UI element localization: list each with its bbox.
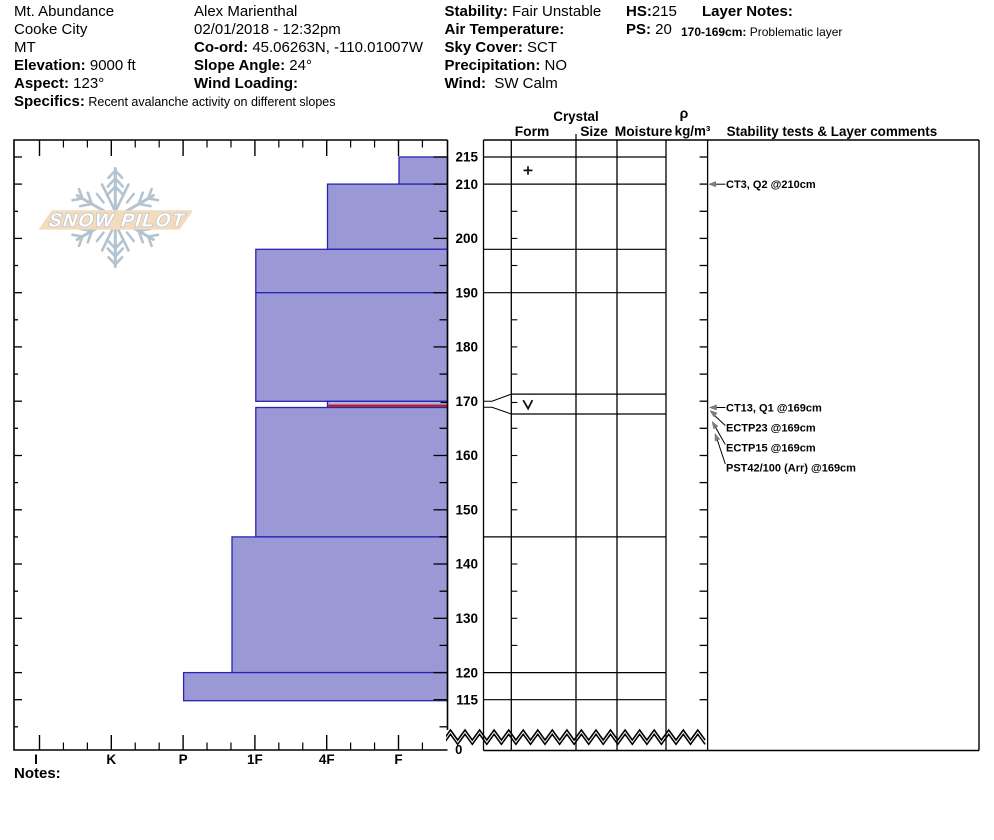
svg-text:170: 170 bbox=[455, 394, 478, 409]
svg-text:190: 190 bbox=[455, 285, 478, 300]
svg-text:160: 160 bbox=[455, 448, 478, 463]
svg-text:0: 0 bbox=[455, 742, 462, 757]
svg-text:Form: Form bbox=[515, 124, 550, 139]
svg-text:140: 140 bbox=[455, 557, 478, 572]
svg-text:ECTP15 @169cm: ECTP15 @169cm bbox=[726, 443, 816, 455]
svg-text:210: 210 bbox=[455, 177, 478, 192]
svg-text:115: 115 bbox=[456, 692, 478, 707]
svg-text:SNOW PILOT: SNOW PILOT bbox=[46, 210, 188, 232]
svg-text:200: 200 bbox=[455, 231, 478, 246]
svg-text:K: K bbox=[106, 752, 116, 767]
svg-text:I: I bbox=[34, 752, 38, 767]
svg-text:ρ: ρ bbox=[680, 105, 689, 121]
svg-text:1F: 1F bbox=[247, 752, 263, 767]
svg-text:Size: Size bbox=[580, 124, 608, 139]
svg-text:Crystal: Crystal bbox=[553, 109, 598, 124]
svg-text:215: 215 bbox=[455, 150, 478, 165]
svg-text:kg/m³: kg/m³ bbox=[675, 124, 711, 139]
svg-text:P: P bbox=[179, 752, 188, 767]
svg-text:Stability tests & Layer commen: Stability tests & Layer comments bbox=[727, 124, 938, 139]
svg-text:CT3, Q2 @210cm: CT3, Q2 @210cm bbox=[726, 179, 816, 191]
svg-text:F: F bbox=[394, 752, 402, 767]
svg-text:CT13, Q1 @169cm: CT13, Q1 @169cm bbox=[726, 403, 822, 415]
svg-text:120: 120 bbox=[455, 665, 478, 680]
svg-text:4F: 4F bbox=[319, 752, 335, 767]
svg-text:PST42/100 (Arr) @169cm: PST42/100 (Arr) @169cm bbox=[726, 462, 856, 474]
svg-text:130: 130 bbox=[455, 611, 478, 626]
svg-text:150: 150 bbox=[455, 503, 478, 518]
svg-text:180: 180 bbox=[455, 340, 478, 355]
svg-text:ECTP23 @169cm: ECTP23 @169cm bbox=[726, 423, 816, 435]
svg-text:Moisture: Moisture bbox=[615, 124, 673, 139]
